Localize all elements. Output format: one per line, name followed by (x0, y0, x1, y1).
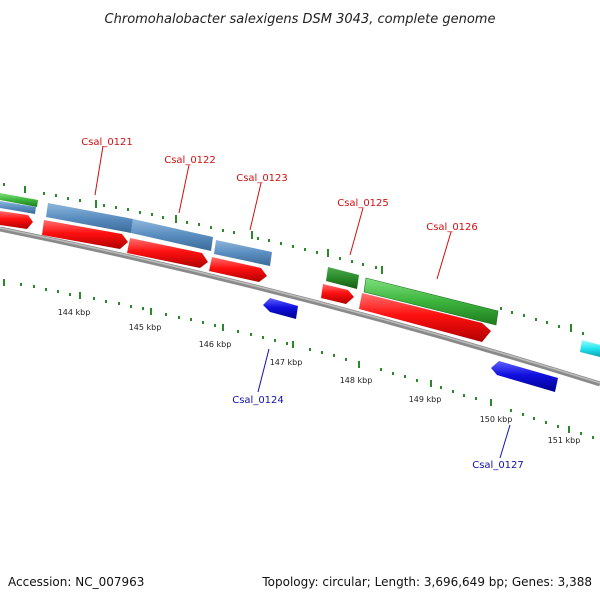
label-leaders (94, 145, 511, 459)
scale-label-150: 150 kbp (480, 415, 513, 424)
gene-label-csal-0122[interactable]: Csal_0122 (164, 155, 216, 166)
gene-label-csal-0121[interactable]: Csal_0121 (81, 137, 133, 148)
gene-label-csal-0124[interactable]: Csal_0124 (232, 395, 284, 406)
map-title: Chromohalobacter salexigens DSM 3043, co… (105, 12, 496, 27)
reverse-cds-track (263, 298, 558, 392)
gene-labels: Csal_0121 Csal_0122 Csal_0123 Csal_0124 … (81, 137, 524, 471)
forward-cds-track (0, 211, 491, 342)
scale-label-148: 148 kbp (340, 376, 373, 385)
scale-label-146: 146 kbp (199, 340, 232, 349)
backbone (0, 226, 600, 387)
scale-label-149: 149 kbp (409, 395, 442, 404)
scale-label-144: 144 kbp (58, 308, 91, 317)
gene-label-csal-0123[interactable]: Csal_0123 (236, 173, 288, 184)
green-feature-track (0, 193, 600, 357)
scale-label-145: 145 kbp (129, 323, 162, 332)
scale-label-151: 151 kbp (548, 436, 581, 445)
gene-label-csal-0125[interactable]: Csal_0125 (337, 198, 389, 209)
steelblue-feature-track (0, 201, 272, 266)
gene-label-csal-0126[interactable]: Csal_0126 (426, 222, 478, 233)
genome-summary-text: Topology: circular; Length: 3,696,649 bp… (261, 575, 592, 589)
outer-tick-ring (3, 183, 584, 335)
inner-tick-ring (3, 279, 594, 439)
scale-label-147: 147 kbp (270, 358, 303, 367)
accession-text: Accession: NC_007963 (8, 575, 144, 589)
gene-label-csal-0127[interactable]: Csal_0127 (472, 460, 524, 471)
scale-labels: 144 kbp 145 kbp 146 kbp 147 kbp 148 kbp … (58, 308, 581, 445)
